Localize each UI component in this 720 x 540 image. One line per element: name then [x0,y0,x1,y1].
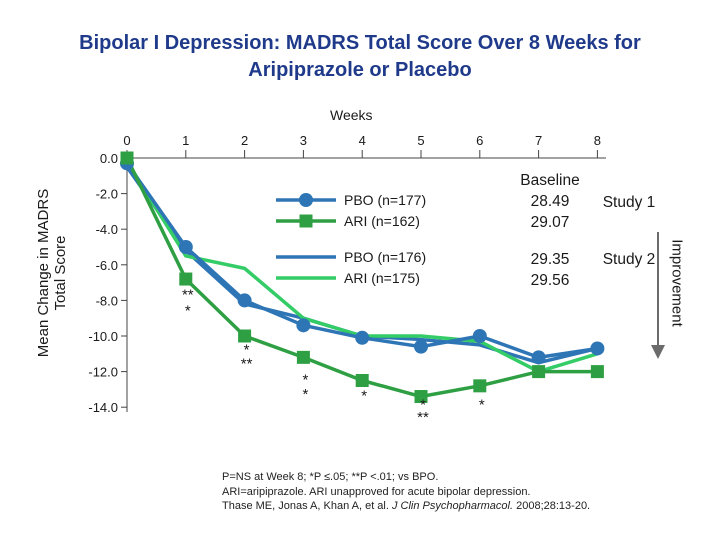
data-point-square [296,350,310,364]
data-point-square [473,379,487,393]
data-point-circle [531,350,546,365]
footnote-line2: ARI=aripiprazole. ARI unapproved for acu… [222,485,531,498]
baseline-study1-ari: 29.07 [530,214,570,231]
citation-volume: 2008;28:13-20. [513,500,591,512]
y-tick-label: -6.0 [96,258,118,273]
legend-study1-pbo: PBO (n=177) [344,192,427,208]
data-point-square [532,365,546,379]
x-tick-label: 6 [476,133,483,148]
significance-mark: * [361,388,367,405]
x-tick-label: 1 [182,133,189,148]
x-tick-label: 3 [300,133,307,148]
data-point-square [120,151,134,165]
baseline-study2-pbo: 29.35 [530,251,570,268]
significance-mark: * [244,341,250,358]
study1-label: Study 1 [602,194,656,211]
citation-journal: J Clin Psychopharmacol. [391,500,514,512]
footnote-line3: Thase ME, Jonas A, Khan A, et al. J Clin… [222,499,590,514]
significance-mark: * [302,372,308,389]
x-tick-label: 5 [417,133,424,148]
legend-swatch-circle [299,193,313,207]
study2-label: Study 2 [602,251,656,268]
legend-study2-ari: ARI (n=175) [344,270,420,286]
significance-mark: * [302,386,308,403]
citation-authors: Thase ME, Jonas A, Khan A, et al. [222,500,392,512]
data-point-circle [178,240,193,254]
legend-study1-ari: ARI (n=162) [344,213,420,229]
significance-mark: ** [182,286,194,303]
legend-study2-labels: PBO (n=176) ARI (n=175) [344,247,426,289]
y-tick-label: -2.0 [96,187,118,202]
x-tick-label: 0 [123,133,130,148]
x-tick-label: 8 [594,133,601,148]
data-point-square [179,272,193,286]
y-tick-label: -4.0 [96,222,118,237]
y-tick-label: -10.0 [88,329,118,344]
x-tick-label: 2 [241,133,248,148]
baseline-study1-pbo: 28.49 [530,193,570,210]
data-point-circle [414,339,428,354]
data-point-circle [355,330,370,345]
baseline-study2-ari: 29.56 [530,272,570,289]
data-point-circle [472,329,487,343]
data-point-square [355,374,369,387]
y-tick-label: -14.0 [88,400,118,415]
data-point-circle [237,293,252,308]
significance-mark: * [420,397,426,414]
legend-study2-pbo: PBO (n=176) [344,249,427,265]
baseline-header: Baseline [520,172,580,189]
significance-mark: ** [417,409,429,426]
significance-mark: * [479,397,485,414]
legend-study1-labels: PBO (n=177) ARI (n=162) [344,190,426,232]
y-tick-label: -8.0 [96,293,118,308]
footnote: P=NS at Week 8; *P ≤.05; **P <.01; vs BP… [222,470,590,514]
chart-title: Bipolar I Depression: MADRS Total Score … [79,32,641,81]
x-tick-label: 7 [535,133,542,148]
baseline-study1: Baseline 28.49 29.07 [505,170,595,233]
data-point-square [590,365,604,379]
baseline-study2: 29.35 29.56 [505,249,595,291]
x-tick-label: 4 [359,133,366,148]
y-tick-label: 0.0 [100,151,118,166]
legend-swatch-square [299,214,313,228]
y-tick-label: -12.0 [88,365,118,380]
data-point-circle [296,318,311,333]
footnote-line1: P=NS at Week 8; *P ≤.05; **P <.01; vs BP… [222,471,439,483]
significance-mark: * [185,302,191,319]
x-axis-label: Weeks [330,107,373,123]
data-point-circle [590,341,605,356]
data-point-square [414,390,428,404]
significance-mark: ** [241,356,253,373]
data-point-square [238,329,252,343]
